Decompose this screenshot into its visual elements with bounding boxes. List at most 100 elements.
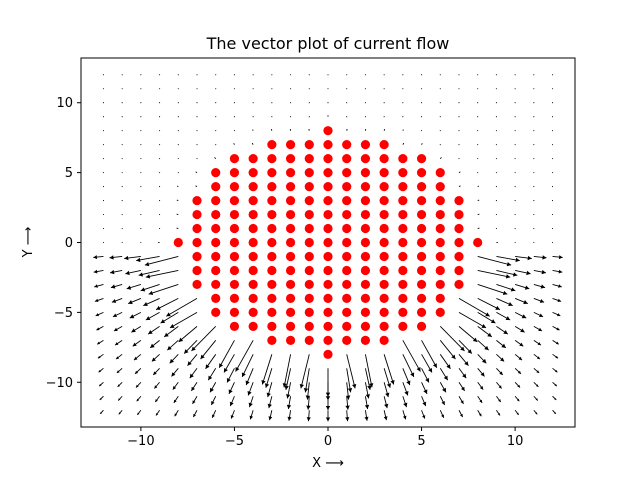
field-arrow [172,382,179,390]
charge-point [398,321,408,331]
charge-point [454,265,464,276]
charge-point [435,223,445,234]
charge-point [435,209,445,220]
field-arrow [421,396,427,407]
field-arrow [477,199,480,201]
charge-point [398,251,408,262]
charge-point [192,279,202,290]
charge-point [304,265,314,276]
field-arrow [145,311,160,321]
field-arrow [200,340,217,360]
x-tick-label: 5 [417,434,425,449]
charge-point [360,293,371,304]
field-arrow [495,200,497,202]
field-arrow [533,88,535,90]
field-arrow [514,395,520,402]
field-arrow [306,410,311,422]
field-arrow [178,326,198,343]
field-arrow [496,256,520,263]
field-arrow [477,409,482,417]
field-arrow [252,88,254,90]
charge-point [435,293,445,304]
field-arrow [228,382,235,395]
field-arrow [495,116,497,118]
charge-point [323,279,333,290]
field-arrow [177,144,179,146]
field-arrow [159,186,161,188]
charge-point [379,209,389,220]
field-arrow [402,102,404,104]
charge-point [267,154,277,164]
field-arrow [176,213,179,215]
field-arrow [131,325,142,333]
field-arrow [551,172,554,174]
charge-point [285,209,296,220]
field-arrow [115,353,123,360]
field-arrow [114,339,123,346]
charge-point [398,181,408,192]
field-arrow [171,368,179,377]
field-arrow [514,381,521,388]
field-arrow [140,186,142,188]
field-arrow [233,116,235,118]
field-arrow [514,409,520,416]
charge-point [267,321,277,331]
field-arrow [496,325,509,335]
field-arrow [533,130,535,132]
charge-point [323,181,333,192]
field-arrow [192,410,198,418]
field-arrow [209,382,217,393]
field-arrow [176,185,179,187]
field-arrow [364,74,366,76]
charge-point [285,237,296,248]
field-arrow [159,158,161,160]
field-arrow [533,116,535,118]
field-arrow [421,130,423,132]
field-arrow [552,325,560,331]
field-arrow [140,102,142,104]
field-arrow [110,283,123,289]
charge-point [285,279,296,290]
field-arrow [514,116,516,118]
field-arrow [514,102,516,104]
charge-point [285,195,296,206]
charge-point [416,181,427,192]
field-arrow [140,241,142,244]
charge-point [379,251,389,262]
field-arrow [102,158,105,160]
field-arrow [552,283,562,288]
field-arrow [140,144,142,146]
field-arrow [160,312,179,324]
field-arrow [327,74,329,76]
field-arrow [439,157,442,159]
field-arrow [145,270,179,279]
field-arrow [533,186,535,188]
field-arrow [93,255,104,260]
charge-point [304,168,314,178]
field-arrow [121,241,123,244]
field-arrow [121,172,123,174]
field-arrow [514,200,516,202]
charge-point [416,209,427,220]
field-arrow [99,409,104,415]
field-arrow [458,74,460,76]
charge-point [267,307,277,317]
field-arrow [121,158,123,160]
field-arrow [235,340,254,372]
charge-point [285,307,296,317]
charge-point [229,181,240,192]
field-arrow [308,74,310,76]
field-arrow [552,381,558,387]
field-arrow [99,395,104,401]
charge-point [416,307,427,317]
charge-point [304,335,314,345]
charge-point [192,251,202,262]
field-arrow [458,116,460,118]
field-arrow [226,368,235,383]
field-arrow [117,381,123,388]
field-arrow [421,354,433,373]
field-arrow [402,88,404,90]
charge-point [304,279,314,290]
field-arrow [552,311,561,317]
quiver-layer [93,74,563,422]
